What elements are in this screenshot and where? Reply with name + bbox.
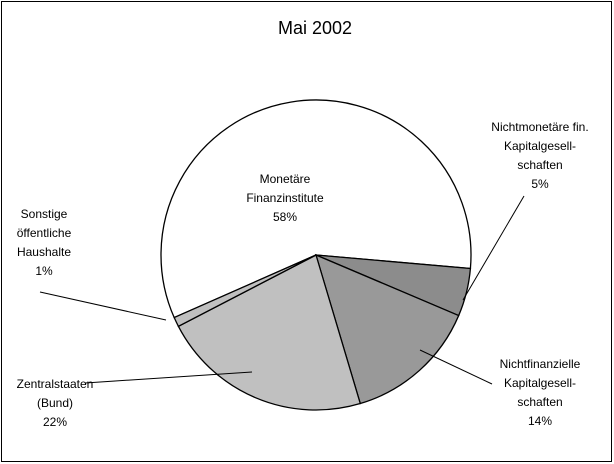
- value-label: 14%: [528, 414, 552, 428]
- slice-label: Haushalte: [17, 245, 71, 259]
- leader-line: [419, 349, 493, 385]
- leader-line: [39, 291, 167, 321]
- slice-label: (Bund): [37, 396, 73, 410]
- slice-label: Sonstige: [21, 207, 68, 221]
- value-label: 58%: [273, 210, 297, 224]
- slice-label: Kapitalgesell-: [504, 139, 576, 153]
- pie-slice: [173, 254, 317, 328]
- value-label: 22%: [43, 415, 67, 429]
- pie-slice: [314, 253, 460, 405]
- leader-line: [462, 195, 525, 301]
- pie-slice: [160, 99, 472, 319]
- slice-label: Finanzinstitute: [246, 191, 324, 205]
- leader-line: [84, 371, 253, 384]
- slice-label: Nichtfinanzielle: [500, 357, 581, 371]
- slice-label: öffentliche: [17, 226, 72, 240]
- slice-label: schaften: [517, 158, 562, 172]
- value-label: 1%: [35, 264, 53, 278]
- slice-label: Kapitalgesell-: [504, 376, 576, 390]
- slice-label: Nichtmonetäre fin.: [491, 120, 588, 134]
- pie-slice: [177, 254, 362, 411]
- value-label: 5%: [531, 177, 549, 191]
- slice-label: schaften: [517, 395, 562, 409]
- slice-label: Monetäre: [260, 172, 311, 186]
- chart-title: Mai 2002: [278, 18, 352, 38]
- slice-label: Zentralstaaten: [17, 377, 94, 391]
